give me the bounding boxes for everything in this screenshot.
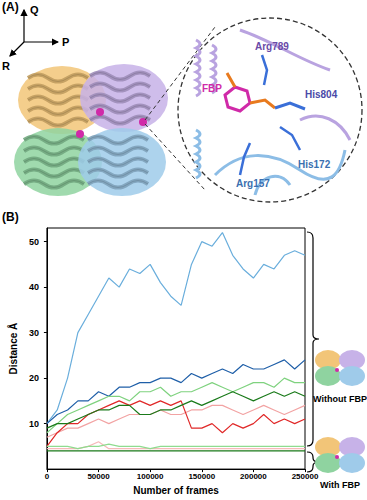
html-text:(B): (B) bbox=[2, 210, 19, 224]
svg-text:P: P bbox=[62, 36, 69, 48]
svg-text:150000: 150000 bbox=[188, 472, 215, 481]
svg-text:Arg157: Arg157 bbox=[236, 178, 270, 189]
svg-text:30: 30 bbox=[29, 328, 39, 338]
svg-text:100000: 100000 bbox=[137, 472, 164, 481]
svg-text:R: R bbox=[2, 60, 10, 72]
svg-text:50000: 50000 bbox=[87, 472, 110, 481]
svg-text:Number of frames: Number of frames bbox=[133, 485, 219, 496]
svg-text:40: 40 bbox=[29, 282, 39, 292]
svg-text:FBP: FBP bbox=[202, 83, 222, 94]
svg-text:10: 10 bbox=[29, 419, 39, 429]
html-text:(A): (A) bbox=[2, 0, 19, 14]
svg-text:200000: 200000 bbox=[240, 472, 267, 481]
svg-text:Distance Å: Distance Å bbox=[7, 323, 19, 375]
svg-text:0: 0 bbox=[45, 472, 50, 481]
svg-text:His804: His804 bbox=[305, 89, 338, 100]
svg-text:250000: 250000 bbox=[292, 472, 319, 481]
svg-text:20: 20 bbox=[29, 373, 39, 383]
svg-text:Arg789: Arg789 bbox=[255, 41, 289, 52]
svg-text:His172: His172 bbox=[298, 159, 331, 170]
svg-text:Q: Q bbox=[30, 4, 39, 16]
svg-text:Without FBP: Without FBP bbox=[313, 394, 367, 404]
svg-text:50: 50 bbox=[29, 237, 39, 247]
svg-text:With FBP: With FBP bbox=[320, 480, 360, 490]
